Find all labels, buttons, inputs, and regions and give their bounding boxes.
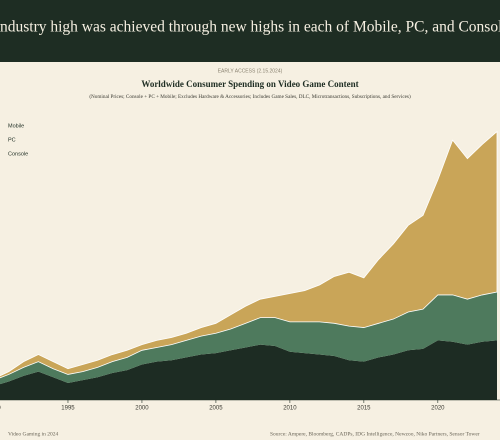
note: EARLY ACCESS (2.15.2024) [218,68,283,74]
x-tick-label: 2005 [209,406,223,412]
area-mobile [0,130,498,379]
legend-label: Mobile [8,123,24,129]
x-tick-label: 2000 [135,406,149,412]
footer-right: Source: Ampere, Bloomberg, CADPs, IDG In… [270,431,480,437]
chart-title: Worldwide Consumer Spending on Video Gam… [141,79,358,89]
area-console [0,340,497,400]
legend-label: Console [8,151,28,157]
x-tick-label: 2010 [283,406,297,412]
x-tick-label: 1990 [0,406,1,412]
legend-label: PC [8,137,16,143]
x-tick-label: 2015 [357,406,371,412]
chart-subtitle: (Nominal Prices; Console + PC + Mobile; … [89,93,411,100]
x-tick-label: 1995 [61,406,75,412]
header-text: ndustry high was achieved through new hi… [0,19,500,36]
footer-left: Video Gaming in 2024 [8,431,58,437]
header-bar [0,0,500,62]
x-tick-label: 2020 [431,406,445,412]
area-pc [0,292,497,385]
